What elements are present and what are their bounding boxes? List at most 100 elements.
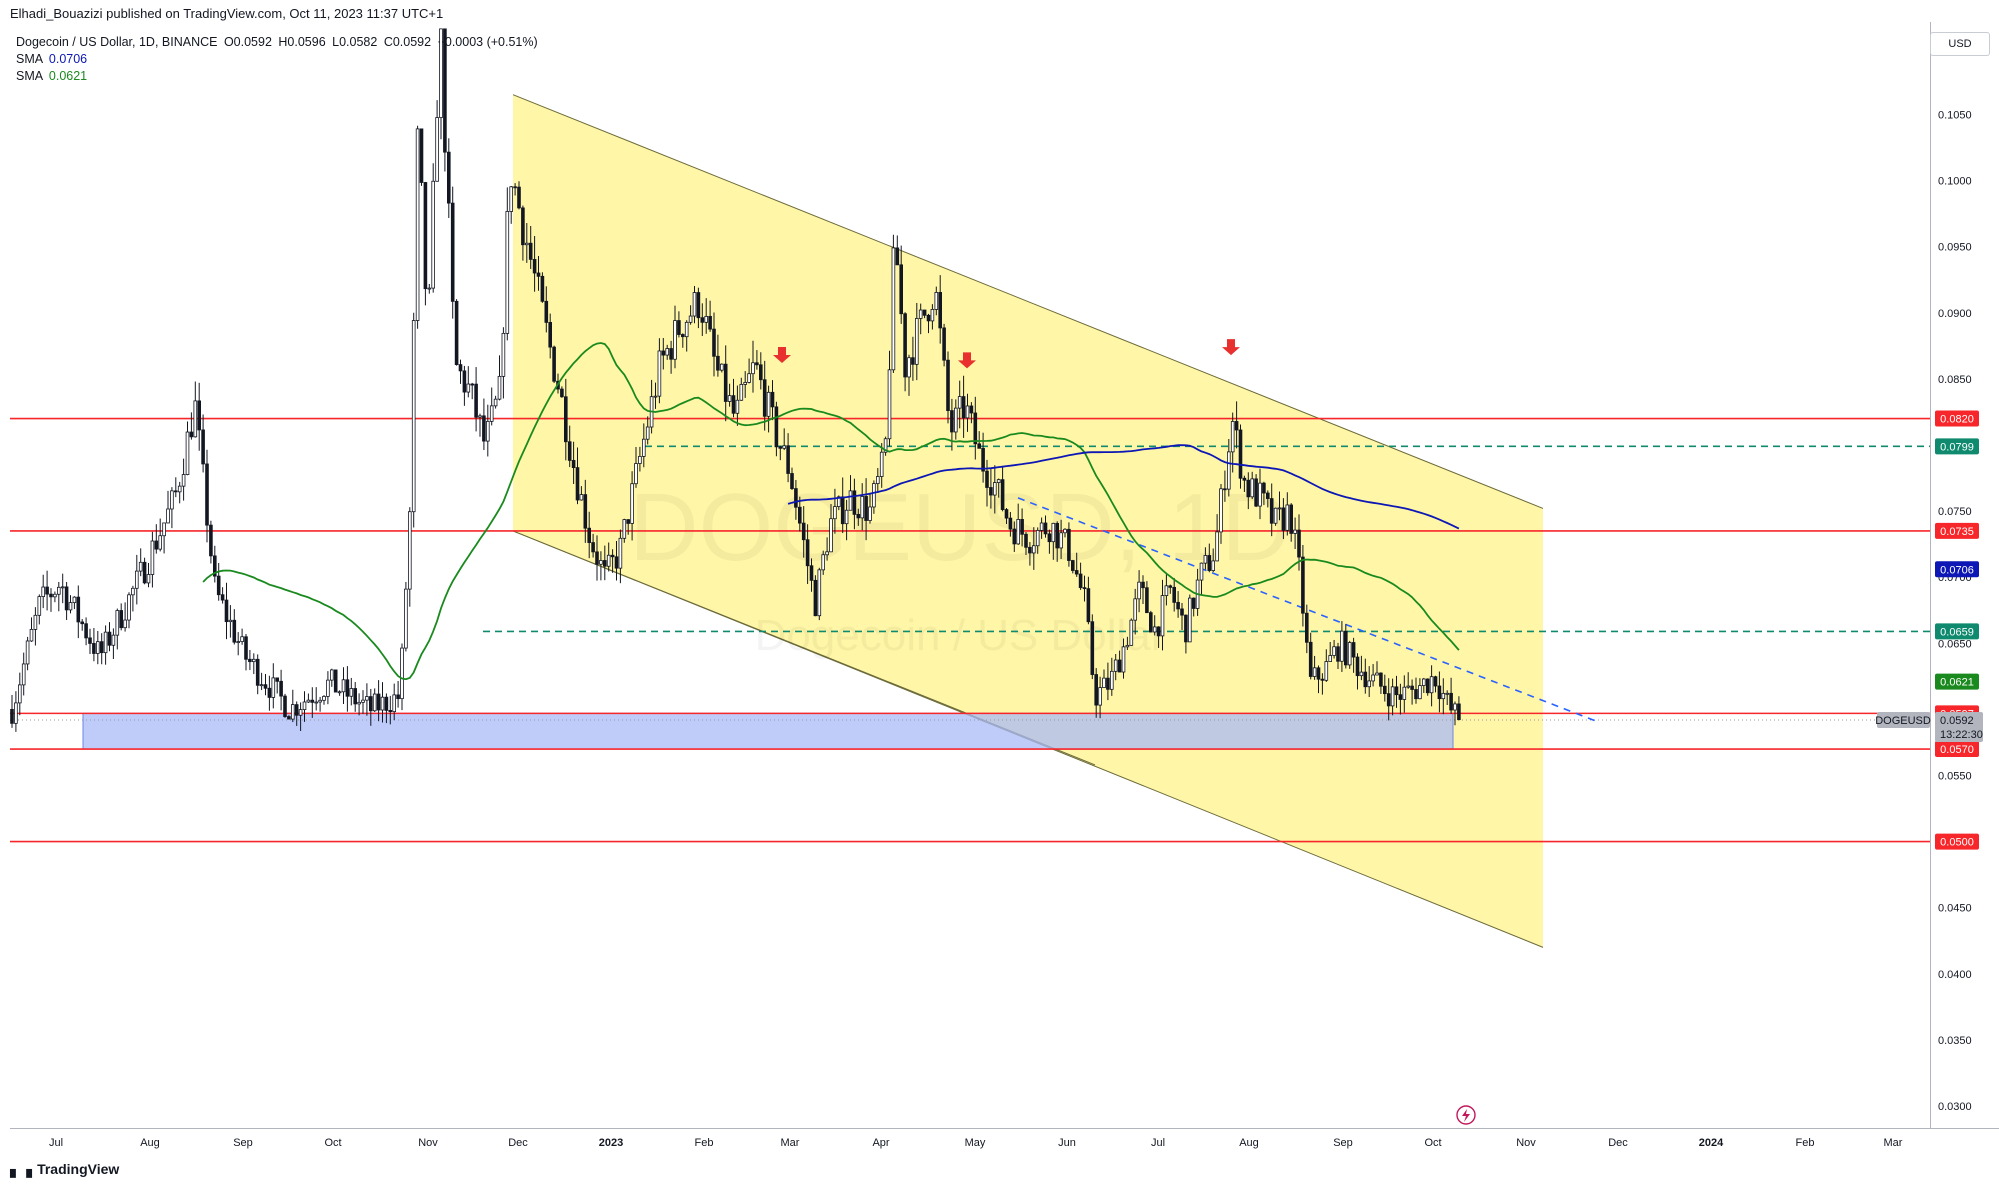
candle[interactable]: [177, 481, 182, 504]
candle[interactable]: [829, 504, 833, 553]
candle[interactable]: [700, 303, 705, 336]
candle[interactable]: [1316, 665, 1321, 694]
candle[interactable]: [688, 305, 693, 325]
candle[interactable]: [821, 550, 825, 575]
candle[interactable]: [1152, 615, 1157, 636]
candle[interactable]: [587, 511, 591, 559]
candle[interactable]: [1230, 412, 1235, 473]
candle[interactable]: [489, 387, 494, 426]
candle[interactable]: [864, 478, 868, 541]
candle[interactable]: [1285, 492, 1290, 536]
candle[interactable]: [692, 286, 697, 324]
candle[interactable]: [876, 468, 880, 493]
candle[interactable]: [111, 628, 116, 659]
candle[interactable]: [801, 506, 806, 558]
candle[interactable]: [162, 522, 166, 554]
candle[interactable]: [833, 488, 837, 534]
candle[interactable]: [267, 675, 272, 711]
candle[interactable]: [248, 649, 252, 671]
candle[interactable]: [544, 286, 549, 333]
candle[interactable]: [723, 345, 728, 422]
candle[interactable]: [954, 399, 958, 440]
candle[interactable]: [774, 401, 779, 457]
candle[interactable]: [977, 431, 981, 449]
candle[interactable]: [1441, 678, 1446, 715]
candle[interactable]: [423, 181, 428, 306]
resistance-arrow-icon[interactable]: [773, 347, 791, 364]
candle[interactable]: [1223, 470, 1227, 502]
candle[interactable]: [922, 309, 927, 319]
candle[interactable]: [49, 588, 53, 612]
candle[interactable]: [790, 467, 794, 491]
candle[interactable]: [341, 667, 346, 705]
candle[interactable]: [333, 669, 338, 693]
candle[interactable]: [1188, 594, 1192, 643]
candle[interactable]: [1164, 572, 1169, 606]
candle[interactable]: [938, 275, 942, 344]
candle[interactable]: [696, 287, 701, 329]
candle[interactable]: [41, 574, 45, 609]
candle[interactable]: [138, 548, 143, 577]
candle[interactable]: [1071, 559, 1075, 574]
candle[interactable]: [205, 449, 209, 543]
candle[interactable]: [501, 327, 506, 399]
candle[interactable]: [509, 186, 513, 224]
candle[interactable]: [798, 496, 802, 532]
candle[interactable]: [1402, 675, 1407, 713]
candle[interactable]: [439, 28, 443, 140]
candle[interactable]: [497, 355, 502, 401]
resistance-arrow-icon[interactable]: [1222, 339, 1240, 356]
candle[interactable]: [1418, 678, 1422, 700]
candle[interactable]: [1277, 491, 1282, 521]
candle[interactable]: [64, 581, 69, 620]
candle[interactable]: [470, 382, 474, 400]
candle[interactable]: [1262, 481, 1266, 506]
candle[interactable]: [166, 490, 170, 524]
candle[interactable]: [1269, 483, 1274, 537]
candle[interactable]: [1219, 483, 1223, 544]
candle[interactable]: [961, 375, 966, 438]
candle[interactable]: [1371, 664, 1375, 687]
candle[interactable]: [1355, 653, 1360, 690]
candle[interactable]: [844, 499, 849, 541]
candle[interactable]: [1344, 624, 1348, 669]
candle[interactable]: [142, 557, 147, 585]
candle[interactable]: [1383, 674, 1387, 702]
candle[interactable]: [154, 524, 159, 554]
candle[interactable]: [1133, 588, 1138, 635]
candle[interactable]: [53, 591, 57, 603]
candle[interactable]: [454, 299, 459, 366]
candle[interactable]: [450, 186, 455, 319]
candle[interactable]: [407, 507, 412, 607]
candle[interactable]: [236, 632, 241, 656]
candle[interactable]: [1145, 581, 1149, 614]
candle[interactable]: [443, 28, 447, 172]
candle[interactable]: [388, 695, 393, 725]
candle[interactable]: [1406, 672, 1411, 689]
candle[interactable]: [326, 671, 330, 705]
candle[interactable]: [353, 682, 357, 712]
candle[interactable]: [747, 358, 751, 384]
candle[interactable]: [567, 425, 572, 468]
candle[interactable]: [716, 334, 720, 377]
candle[interactable]: [1457, 696, 1461, 721]
candle[interactable]: [419, 128, 424, 186]
candle[interactable]: [1137, 570, 1141, 613]
candle[interactable]: [103, 625, 108, 665]
candle[interactable]: [552, 345, 556, 384]
candle[interactable]: [957, 380, 962, 429]
candle[interactable]: [1386, 678, 1391, 721]
candle[interactable]: [68, 595, 73, 614]
candle[interactable]: [1113, 654, 1118, 681]
candle[interactable]: [1312, 655, 1317, 680]
candle[interactable]: [446, 138, 451, 219]
candle[interactable]: [1184, 614, 1188, 654]
candle[interactable]: [794, 480, 798, 520]
candle[interactable]: [755, 350, 759, 370]
candle[interactable]: [150, 531, 155, 588]
candle[interactable]: [57, 581, 61, 612]
candle[interactable]: [33, 607, 38, 646]
candle[interactable]: [17, 672, 22, 716]
candle[interactable]: [1180, 602, 1184, 631]
candle[interactable]: [606, 542, 611, 572]
